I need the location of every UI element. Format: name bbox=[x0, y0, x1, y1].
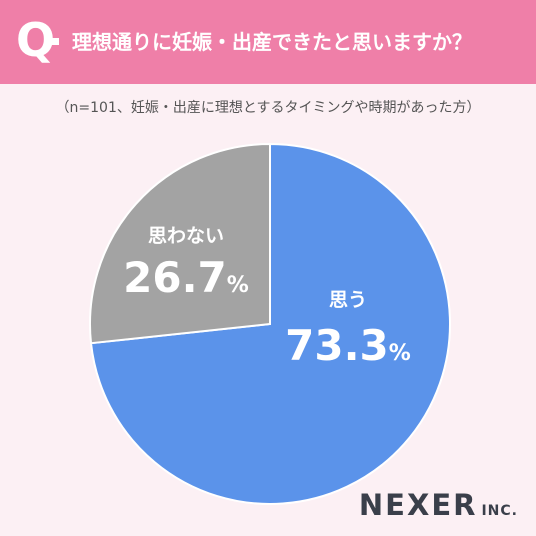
slice-unit-yes: % bbox=[389, 341, 411, 366]
nexer-logo: NEXER INC. bbox=[359, 488, 518, 522]
question-text: 理想通りに妊娠・出産できたと思いますか？ bbox=[72, 30, 472, 54]
q-dot bbox=[52, 38, 59, 45]
slice-value-no: 26.7% bbox=[123, 253, 249, 302]
q-letter: Q bbox=[16, 13, 56, 67]
slice-label-no: 思わない bbox=[148, 225, 224, 247]
question-header: Q 理想通りに妊娠・出産できたと思いますか？ bbox=[0, 0, 536, 84]
slice-unit-no: % bbox=[227, 273, 249, 298]
logo-main: NEXER bbox=[358, 488, 478, 522]
pie-slice-no bbox=[89, 142, 271, 345]
slice-label-yes: 思う bbox=[329, 289, 367, 311]
logo-sub: INC. bbox=[481, 503, 518, 519]
sample-note: （n=101、妊娠・出産に理想とするタイミングや時期があった方） bbox=[55, 100, 481, 116]
